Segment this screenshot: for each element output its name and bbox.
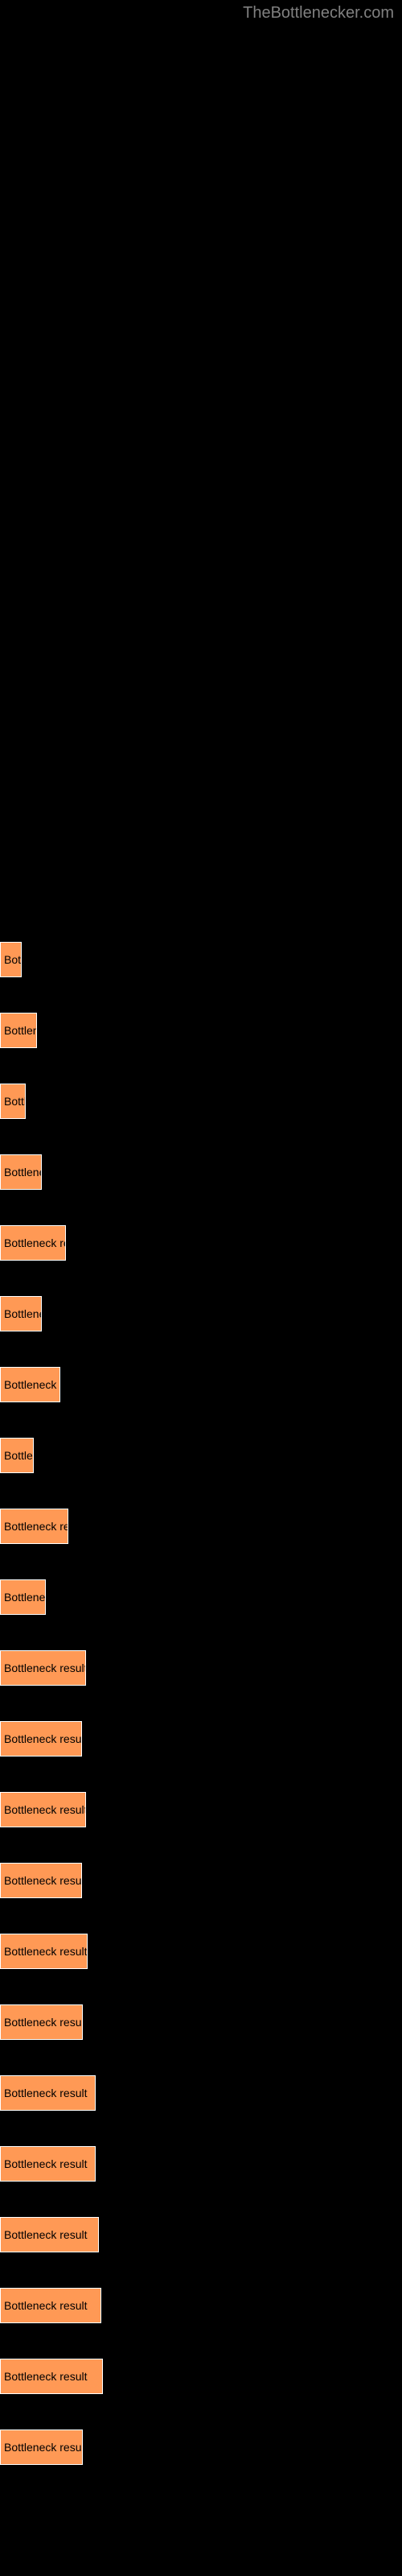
bar-label: Bottleneck result [4,2016,83,2029]
bar-row: Bottleneck result [0,2004,402,2040]
bar-row: Bottleneck result [0,2075,402,2111]
bar-row: Bottleneck [0,1296,402,1331]
bar-row: Bottleneck result [0,1934,402,1969]
bar-row: Bottleneck [0,1579,402,1615]
bar-label: Bottleneck [4,1166,42,1179]
bar-label: Bottleneck re [4,1236,66,1249]
chart-bar: Bottleneck result [0,2217,99,2252]
bar-label: Bottle [4,1095,26,1108]
chart-bar: Bottleneck r [0,1367,60,1402]
bar-chart: Bott Bottlened Bottle Bottleneck Bottleneck … [0,0,402,2541]
chart-bar: Bottleneck result [0,2429,83,2465]
bar-row: Bottleneck result [0,1792,402,1827]
chart-bar: Bottleneck result [0,2004,83,2040]
bar-label: Bottleneck result [4,2228,88,2241]
chart-bar: Bottleneck re [0,1225,66,1261]
bar-label: Bottleneck r [4,1378,60,1391]
bar-row: Bottleneck result [0,2146,402,2182]
chart-bar: Bottleneck result [0,1721,82,1757]
bar-label: Bottleneck result [4,2370,88,2383]
bar-row: Bottlene [0,1438,402,1473]
bar-label: Bottleneck [4,1307,42,1320]
bar-row: Bottleneck result [0,2429,402,2465]
bar-row: Bottleneck r [0,1367,402,1402]
bar-label: Bottleneck result [4,1874,82,1887]
chart-bar: Bottleneck result [0,2359,103,2394]
bar-row: Bottleneck result [0,1650,402,1686]
chart-bar: Bottleneck result [0,1650,86,1686]
bar-row: Bottleneck result [0,2288,402,2323]
bar-label: Bottleneck result [4,1945,88,1958]
bar-row: Bottlened [0,1013,402,1048]
bar-label: Bottleneck res [4,1520,68,1533]
bar-label: Bottlene [4,1449,34,1462]
chart-bar: Bottleneck result [0,2288,101,2323]
bar-row: Bottleneck result [0,1721,402,1757]
bar-label: Bottleneck result [4,1662,86,1674]
bar-row: Bott [0,942,402,977]
bar-label: Bottleneck result [4,2299,88,2312]
bar-row: Bottle [0,1084,402,1119]
bar-row: Bottleneck res [0,1509,402,1544]
chart-bar: Bottleneck res [0,1509,68,1544]
chart-bar: Bottleneck result [0,1792,86,1827]
chart-bar: Bottleneck result [0,2075,96,2111]
bar-label: Bottleneck result [4,2087,88,2099]
chart-bar: Bottlene [0,1438,34,1473]
chart-bar: Bottlened [0,1013,37,1048]
chart-bar: Bott [0,942,22,977]
bar-row: Bottleneck result [0,2217,402,2252]
bar-row: Bottleneck re [0,1225,402,1261]
chart-bar: Bottle [0,1084,26,1119]
chart-bar: Bottleneck result [0,2146,96,2182]
bar-row: Bottleneck [0,1154,402,1190]
chart-bar: Bottleneck [0,1154,42,1190]
chart-bar: Bottleneck result [0,1934,88,1969]
bar-label: Bottleneck result [4,1732,82,1745]
bar-label: Bottleneck [4,1591,46,1604]
bar-row: Bottleneck result [0,2359,402,2394]
chart-bar: Bottleneck result [0,1863,82,1898]
bar-row: Bottleneck result [0,1863,402,1898]
bar-label: Bott [4,953,22,966]
chart-bar: Bottleneck [0,1579,46,1615]
bar-label: Bottleneck result [4,2157,88,2170]
bar-label: Bottleneck result [4,1803,86,1816]
bar-label: Bottleneck result [4,2441,83,2454]
chart-bar: Bottleneck [0,1296,42,1331]
bar-label: Bottlened [4,1024,37,1037]
